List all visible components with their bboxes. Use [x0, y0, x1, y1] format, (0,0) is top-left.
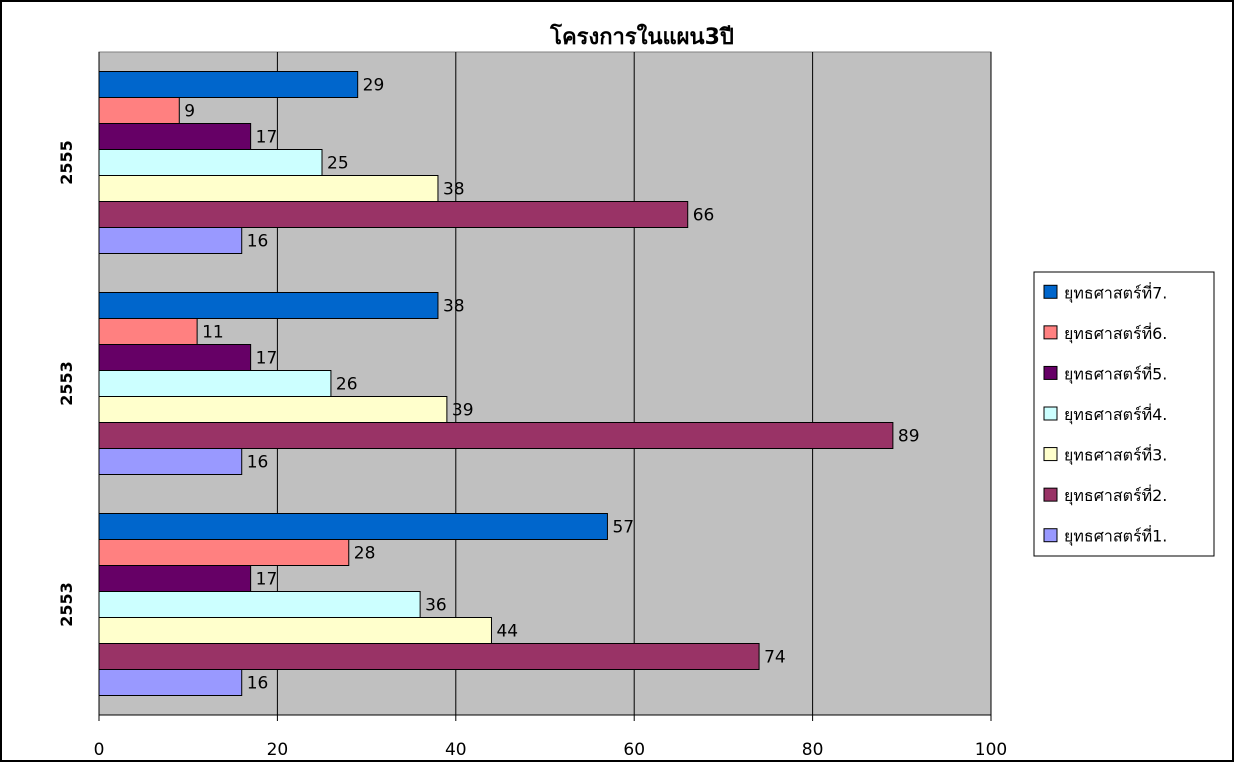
- data-label: 39: [452, 401, 474, 421]
- x-tick-label: 80: [802, 740, 824, 760]
- data-label: 11: [202, 323, 224, 343]
- legend-label: ยุทธศาสตร์ที่5.: [1064, 362, 1167, 384]
- bar: [98, 292, 439, 319]
- legend-label: ยุทธศาสตร์ที่6.: [1064, 322, 1167, 344]
- bar: [98, 643, 760, 670]
- bar: [98, 123, 252, 150]
- data-label: 66: [693, 206, 715, 226]
- data-label: 57: [612, 518, 634, 538]
- data-label: 38: [443, 180, 465, 200]
- legend: ยุทธศาสตร์ที่7. ยุทธศาสตร์ที่6. ยุทธศาสตร์…: [1033, 271, 1215, 557]
- data-label: 17: [256, 570, 278, 590]
- legend-swatch: [1043, 284, 1058, 299]
- bar: [98, 591, 421, 618]
- bar: [98, 669, 243, 696]
- legend-swatch: [1043, 528, 1058, 543]
- legend-swatch: [1043, 325, 1058, 340]
- bar: [98, 539, 350, 566]
- legend-label: ยุทธศาสตร์ที่3.: [1064, 444, 1167, 466]
- data-label: 16: [247, 232, 269, 252]
- data-label: 17: [256, 349, 278, 369]
- category-label: 2553: [57, 361, 76, 406]
- x-tick-label: 20: [267, 740, 289, 760]
- legend-swatch: [1043, 406, 1058, 421]
- data-label: 9: [184, 102, 195, 122]
- chart-title: โครงการในแผน3ปี: [549, 23, 734, 50]
- legend-swatch: [1043, 447, 1058, 462]
- data-label: 28: [354, 544, 376, 564]
- bar: [98, 396, 448, 423]
- legend-box: [1033, 271, 1215, 557]
- bar: [98, 422, 894, 449]
- category-label: 2553: [57, 582, 76, 627]
- data-label: 17: [256, 128, 278, 148]
- data-label: 74: [764, 648, 786, 668]
- data-label: 36: [425, 596, 447, 616]
- legend-swatch: [1043, 487, 1058, 502]
- x-tick-label: 40: [445, 740, 467, 760]
- data-label: 16: [247, 674, 269, 694]
- x-tick-label: 100: [975, 740, 1007, 760]
- legend-label: ยุทธศาสตร์ที่7.: [1064, 281, 1167, 303]
- bar: [98, 513, 608, 540]
- plot-area: 0 20 40 60 80 100 16 74 44 36 17 28 57 2553 16 89 39 26 17…: [57, 51, 1007, 760]
- legend-label: ยุทธศาสตร์ที่1.: [1064, 525, 1167, 547]
- bar: [98, 565, 252, 592]
- bar: [98, 175, 439, 202]
- legend-label: ยุทธศาสตร์ที่4.: [1064, 403, 1167, 425]
- bar: [98, 617, 492, 644]
- category-label: 2555: [57, 140, 76, 185]
- x-tick-label: 60: [623, 740, 645, 760]
- bar: [98, 201, 689, 228]
- bar: [98, 318, 198, 345]
- data-label: 25: [327, 154, 349, 174]
- bar: [98, 344, 252, 371]
- bar: [98, 71, 359, 98]
- bar: [98, 97, 180, 124]
- data-label: 38: [443, 297, 465, 317]
- data-label: 44: [496, 622, 518, 642]
- bar: [98, 149, 323, 176]
- data-label: 16: [247, 453, 269, 473]
- legend-swatch: [1043, 365, 1058, 380]
- bar: [98, 448, 243, 475]
- data-label: 26: [336, 375, 358, 395]
- bar: [98, 370, 332, 397]
- data-label: 89: [898, 427, 920, 447]
- data-label: 29: [363, 76, 385, 96]
- x-tick-label: 0: [94, 740, 105, 760]
- legend-label: ยุทธศาสตร์ที่2.: [1064, 484, 1167, 506]
- bar: [98, 227, 243, 254]
